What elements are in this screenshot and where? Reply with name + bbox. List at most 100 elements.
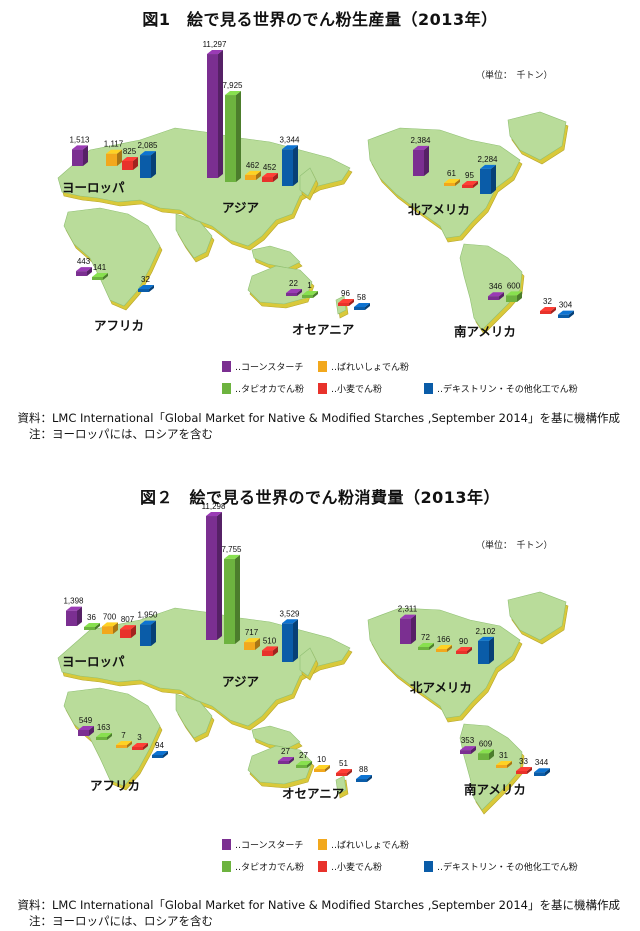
fig1-bar-top: [444, 179, 460, 183]
fig1-bar-tapioca: [92, 273, 108, 280]
fig2-bar-top: [120, 625, 136, 630]
fig1-bar-dextrin: [282, 145, 298, 186]
fig1-bar-top: [245, 170, 261, 175]
fig2-bar-side: [489, 749, 494, 760]
fig1-africa: [63, 207, 161, 307]
fig1-value-label: 1: [307, 281, 312, 290]
fig2-bar-front: [356, 779, 367, 782]
fig1-bar-top: [488, 292, 504, 297]
fig2-value-label: 3: [137, 733, 142, 742]
fig1-bar-side: [569, 310, 574, 318]
fig1-value-label: 32: [141, 275, 150, 284]
fig1-bar-side: [365, 303, 370, 310]
fig1-bar-corn: [413, 145, 429, 176]
fig1-legend-item-dextrin: ‥デキストリン・その他化工でん粉: [424, 382, 578, 395]
fig1-bar-front: [92, 277, 103, 280]
fig1-bar-top: [558, 310, 574, 315]
fig2-bar-side: [89, 725, 94, 736]
fig2-legend-label-dextrin: ‥デキストリン・その他化工でん粉: [437, 863, 578, 873]
fig1-bar-front: [262, 177, 273, 182]
fig1-bar-front: [106, 153, 117, 166]
fig2-value-label: 7,755: [221, 545, 242, 554]
fig1-bar-top: [106, 149, 122, 154]
fig2-bar-side: [527, 767, 532, 774]
fig1-bar-top: [122, 156, 138, 161]
fig1-bar-front: [338, 303, 349, 306]
fig1-value-label: 2,284: [477, 155, 498, 164]
fig2-value-label: 1,398: [63, 597, 84, 606]
fig1-bar-side: [151, 151, 156, 178]
fig1-bar-dextrin: [354, 303, 370, 310]
fig2-bar-side: [545, 768, 550, 776]
fig2-bar-tapioca: [84, 623, 100, 630]
fig2-value-label: 353: [461, 736, 475, 745]
fig2-region-label: ヨーロッパ: [62, 655, 125, 669]
fig1-legend-item-tapioca: ‥タピオカでん粉: [222, 382, 304, 395]
fig2-bar-top: [496, 761, 512, 765]
fig2-bar-front: [152, 755, 163, 758]
fig2-region-label: 北アメリカ: [410, 680, 472, 695]
fig2-bar-corn: [78, 725, 94, 736]
fig2-bar-side: [467, 647, 472, 654]
fig1-bar-side: [424, 145, 429, 176]
fig1-bar-corn: [76, 267, 92, 276]
fig1-bar-potato: [444, 179, 460, 186]
fig2-bar-corn: [460, 746, 476, 754]
fig1-australia: [247, 265, 313, 305]
fig2-bar-side: [113, 622, 118, 634]
fig1-bar-top: [262, 173, 278, 178]
fig2-value-label: 27: [281, 747, 290, 756]
fig2-bar-front: [496, 765, 507, 768]
fig2-bar-side: [143, 743, 148, 750]
fig1-value-label: 58: [357, 293, 366, 302]
fig2-bar-tapioca: [418, 643, 434, 650]
fig1-legend-label-potato: ‥ばれいしょでん粉: [331, 363, 410, 373]
fig2-bar-top: [224, 554, 240, 559]
fig1-bar-front: [302, 295, 313, 298]
figure1-unit: （単位： 千トン）: [476, 71, 553, 81]
fig1-bar-front: [207, 54, 218, 178]
fig2-value-label: 609: [479, 739, 493, 748]
fig1-bar-side: [551, 307, 556, 314]
figure2-title: 図２ 絵で見る世界のでん粉消費量（2013年）: [139, 488, 501, 507]
fig1-bar-top: [76, 267, 92, 272]
fig2-bar-front: [78, 729, 89, 736]
fig2-bar-potato: [116, 741, 132, 748]
fig1-legend-swatch-potato: [318, 361, 327, 372]
fig1-arabia-india: [175, 213, 213, 259]
fig2-bar-wheat: [120, 625, 136, 638]
fig1-bar-side: [83, 145, 88, 166]
fig1-bar-side: [297, 289, 302, 296]
fig1-legend-label-tapioca: ‥タピオカでん粉: [235, 385, 305, 395]
fig2-legend-item-tapioca: ‥タピオカでん粉: [222, 860, 304, 873]
fig2-bar-front: [436, 649, 447, 652]
fig1-bar-front: [558, 314, 569, 318]
fig1-bar-top: [506, 291, 522, 296]
fig2-bar-wheat: [132, 743, 148, 750]
fig2-value-label: 166: [437, 635, 451, 644]
fig2-region-label: アジア: [222, 675, 259, 689]
fig1-bar-wheat: [262, 173, 278, 182]
fig2-bar-side: [411, 614, 416, 644]
fig1-bar-front: [286, 293, 297, 296]
figure1-source-text: LMC International「Global Market for Nati…: [52, 411, 620, 425]
fig1-bar-front: [72, 149, 83, 166]
fig2-bar-top: [262, 646, 278, 651]
fig2-arabia-india: [175, 693, 213, 739]
fig2-bar-top: [78, 725, 94, 730]
fig1-greenland: [507, 111, 567, 161]
fig1-bar-front: [506, 295, 517, 302]
fig1-bar-corn: [207, 50, 223, 178]
fig1-bar-front: [225, 95, 236, 182]
fig2-value-label: 36: [87, 613, 96, 622]
figure2-legend: ‥コーンスターチ ‥ばれいしょでん粉 ‥タピオカでん粉 ‥小麦でん粉 ‥デキストリン・そ…: [0, 830, 640, 873]
fig2-value-label: 3,529: [279, 609, 300, 618]
fig2-value-label: 2,311: [398, 605, 418, 614]
fig1-bar-top: [207, 50, 223, 55]
fig2-bar-side: [347, 769, 352, 776]
fig1-legend-swatch-corn: [222, 361, 231, 372]
fig2-bar-front: [84, 627, 95, 630]
fig2-bar-top: [96, 733, 112, 737]
